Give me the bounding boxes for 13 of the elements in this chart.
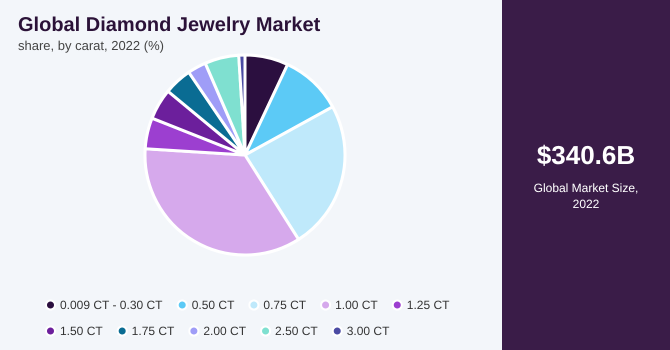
chart-subtitle: share, by carat, 2022 (%): [18, 38, 164, 53]
legend-label: 1.00 CT: [335, 298, 378, 312]
side-panel: $340.6B Global Market Size, 2022: [502, 0, 670, 350]
legend-label: 2.00 CT: [203, 324, 247, 338]
legend-label: 0.009 CT - 0.30 CT: [60, 298, 164, 312]
legend-label: 2.50 CT: [275, 324, 318, 338]
legend-label: 0.75 CT: [263, 298, 307, 312]
legend-label: 1.25 CT: [406, 298, 450, 312]
legend-label: 1.50 CT: [60, 324, 104, 338]
legend-label: 0.50 CT: [192, 298, 236, 312]
legend-label: 1.75 CT: [132, 324, 176, 338]
chart-title: Global Diamond Jewelry Market: [18, 14, 320, 37]
legend-label: 3.00 CT: [346, 324, 390, 338]
